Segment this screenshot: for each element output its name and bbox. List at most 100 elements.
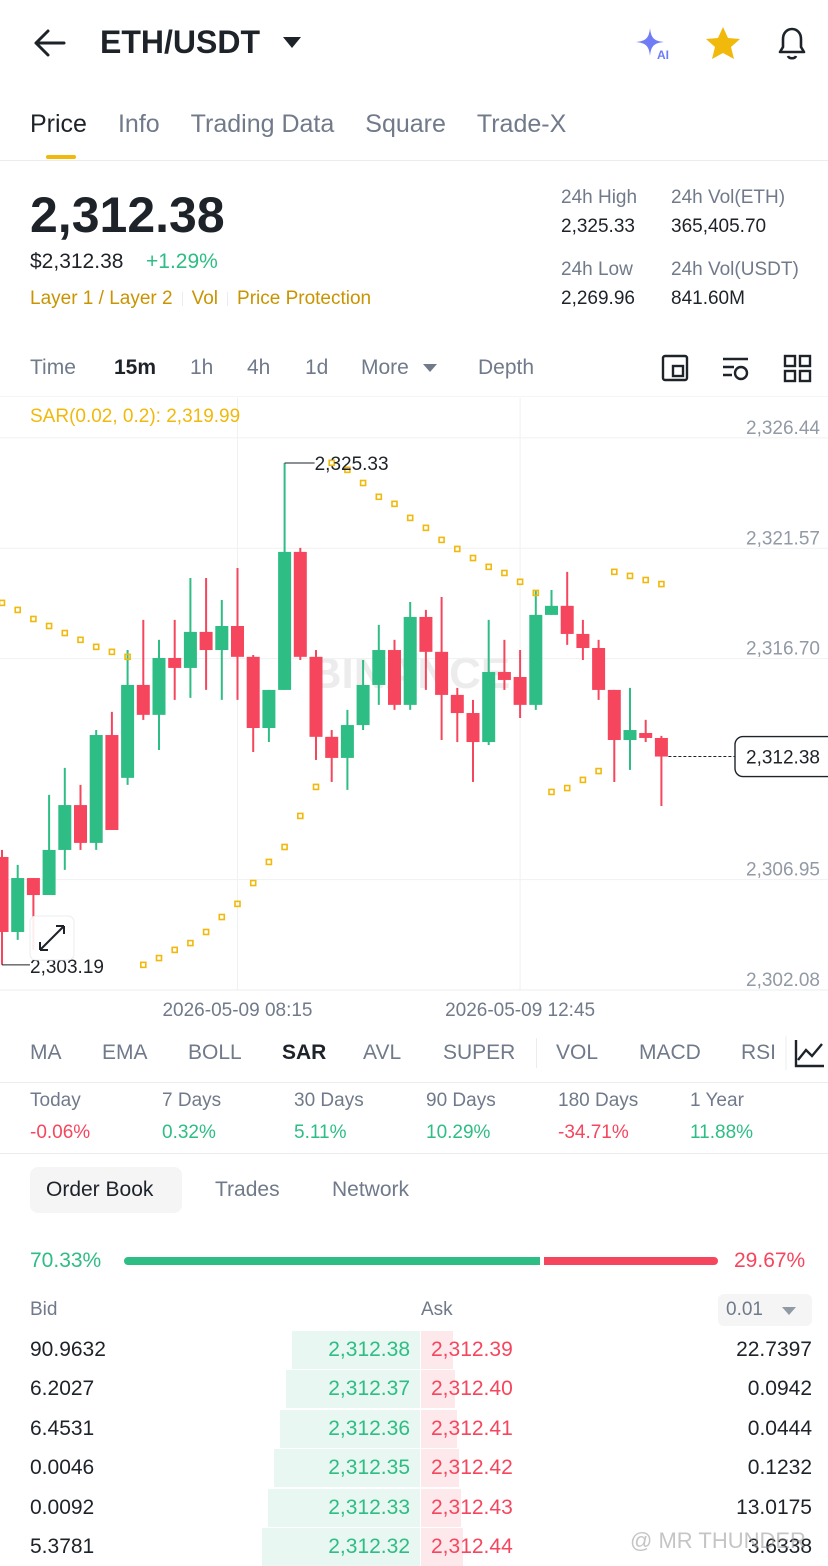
bid-depth [286,1370,420,1409]
indicator-tab[interactable]: SAR [282,1041,327,1064]
candle-body [199,631,213,651]
sar-dot [453,545,461,553]
bid-depth [262,1528,420,1566]
bid-qty: 6.2027 [30,1377,95,1401]
y-tick-label: 2,316.70 [746,639,820,660]
last-price-label: 2,312.38 [746,748,820,769]
tab[interactable]: Square [365,110,446,138]
ask-price: 2,312.44 [431,1535,513,1558]
sar-dot [45,622,53,630]
sar-dot [0,599,6,607]
back-arrow[interactable] [30,26,68,60]
sar-dot [312,783,320,791]
ask-header: Ask [421,1299,453,1320]
chart-tools[interactable] [660,353,816,385]
ask-ratio: 29.67% [734,1249,806,1272]
candle-body [89,735,103,843]
book-tab[interactable]: Trades [215,1178,280,1201]
candle-body [0,856,9,932]
precision-caret [782,1307,796,1315]
bid-price: 2,312.37 [328,1377,410,1401]
candle-body [26,878,40,896]
ask-price: 2,312.39 [431,1338,513,1361]
sar-dot [375,493,383,501]
bid-qty: 6.4531 [30,1416,95,1440]
sar-dot [124,653,131,661]
bid-qty: 0.0092 [30,1495,95,1519]
interval[interactable]: 1d [305,356,329,379]
interval[interactable]: 4h [247,356,271,379]
bid-depth [268,1488,420,1527]
candle-body [215,626,229,651]
indicator-tab[interactable]: AVL [363,1041,402,1064]
watermark: @ MR THUNDER [630,1528,806,1553]
favorite-star[interactable] [704,25,742,61]
candle-body [592,647,606,690]
stat-value: 841.60M [671,288,745,309]
indicator-tab[interactable]: MA [30,1041,62,1064]
tag[interactable]: Layer 1 / Layer 2 [30,288,173,309]
period-label: 1 Year [690,1090,744,1111]
interval[interactable]: 15m [114,356,157,379]
candle-body [262,689,276,728]
sar-dot [249,879,257,887]
stat-value: 365,405.70 [671,216,767,237]
sar-dot [328,459,336,467]
expand-icon [39,925,65,951]
bid-qty: 0.0046 [30,1456,95,1480]
period-change: 5.11% [294,1122,347,1143]
indicator-tab[interactable]: RSI [741,1041,777,1064]
stat-label: 24h High [561,187,638,208]
bid-header: Bid [30,1299,58,1320]
ask-depth [421,1449,459,1488]
interval[interactable]: Depth [478,356,535,379]
tag[interactable]: Price Protection [237,288,372,309]
indicator-tab[interactable]: SUPER [443,1041,516,1064]
indicator-tab[interactable]: BOLL [188,1041,242,1064]
book-tab[interactable]: Order Book [46,1178,154,1201]
indicator-tab[interactable]: EMA [102,1041,148,1064]
candle-body [325,736,339,758]
pair-caret[interactable] [282,36,302,50]
interval[interactable]: 1h [190,356,214,379]
tab[interactable]: Info [117,110,160,138]
sar-dot [485,563,493,571]
bid-ratio: 70.33% [30,1249,102,1272]
sar-dot [187,939,194,947]
sar-dot [548,788,555,796]
indicator-tab[interactable]: MACD [639,1041,701,1064]
candle-body [545,605,558,615]
book-tab[interactable]: Network [332,1178,410,1201]
x-tick-label: 2026-05-09 12:45 [445,1000,595,1021]
sar-dot [30,615,37,623]
indicator-tab[interactable]: VOL [556,1041,599,1064]
tab[interactable]: Trade-X [476,110,567,138]
interval[interactable]: More [361,356,409,379]
candle-body [372,650,386,685]
ai-icon[interactable]: AI [634,26,676,62]
tag[interactable]: Vol [191,288,219,309]
precision[interactable]: 0.01 [726,1299,763,1320]
tag-separator [181,292,183,306]
low-label: 2,303.19 [30,957,104,978]
sar-dot [469,554,477,562]
tab[interactable]: Price [30,110,87,138]
pair-title[interactable]: ETH/USDT [100,24,260,60]
sar-dot [626,572,634,580]
candle-body [58,805,72,850]
candle-body [560,605,574,634]
interval[interactable]: Time [30,356,76,379]
period-label: 180 Days [558,1090,639,1111]
sar-dot [155,954,163,962]
period-change: 11.88% [690,1122,754,1143]
precision-pill[interactable] [718,1294,812,1326]
stat-label: 24h Vol(USDT) [671,259,799,280]
sar-dot [108,648,116,656]
ask-depth [421,1370,455,1409]
alert-bell[interactable] [774,24,810,62]
tab[interactable]: Trading Data [190,110,335,138]
sar-dot [516,578,524,586]
indicator-settings[interactable] [784,1036,828,1070]
candle-body [529,614,543,705]
ask-price: 2,312.42 [431,1456,513,1480]
